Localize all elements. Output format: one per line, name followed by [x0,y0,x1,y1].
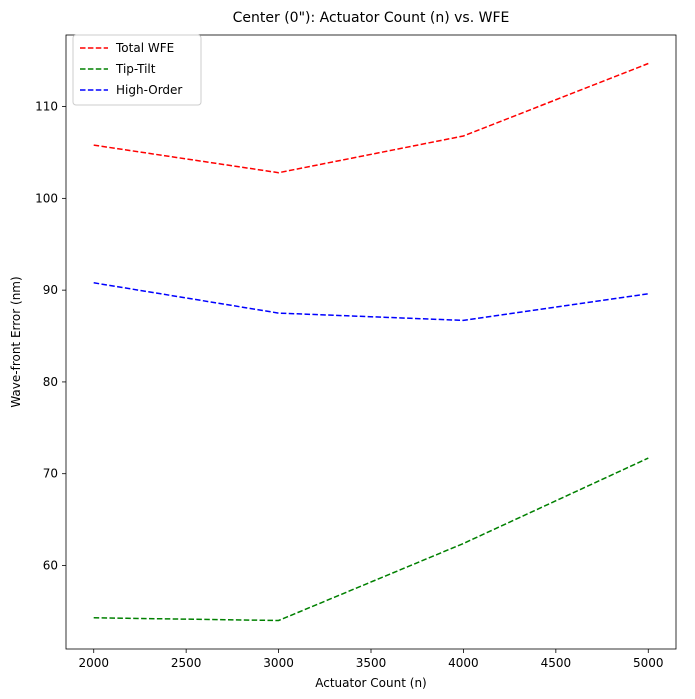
x-tick-label-2500: 2500 [171,656,202,670]
legend-label-total-wfe: Total WFE [115,41,174,55]
y-tick-label-70: 70 [43,467,58,481]
legend-box [72,34,202,106]
x-tick-label-4000: 4000 [448,656,479,670]
x-axis-label: Actuator Count (n) [315,676,426,690]
series-line-high-order [93,282,649,322]
series-line-total-wfe [93,62,649,174]
series-line-tip-tilt [93,457,649,622]
y-axis-label: Wave-front Error (nm) [9,276,23,407]
legend-label-high-order: High-Order [116,83,182,97]
y-tick-label-100: 100 [35,191,58,205]
chart-title: Center (0"): Actuator Count (n) vs. WFE [233,10,510,26]
x-tick-label-2000: 2000 [78,656,109,670]
legend: Total WFE Tip-Tilt High-Order [72,34,202,106]
x-tick-label-4500: 4500 [541,656,572,670]
y-tick-label-110: 110 [35,100,58,114]
x-tick-label-3000: 3000 [263,656,294,670]
y-tick-label-60: 60 [43,558,58,572]
x-tick-label-5000: 5000 [633,656,664,670]
x-tick-label-3500: 3500 [356,656,387,670]
y-tick-label-80: 80 [43,375,58,389]
y-tick-label-90: 90 [43,283,58,297]
legend-label-tip-tilt: Tip-Tilt [115,62,156,76]
plot-area: 2000 2500 3000 3500 4000 4500 5000 60 70 80 90 100 1… [35,34,677,670]
